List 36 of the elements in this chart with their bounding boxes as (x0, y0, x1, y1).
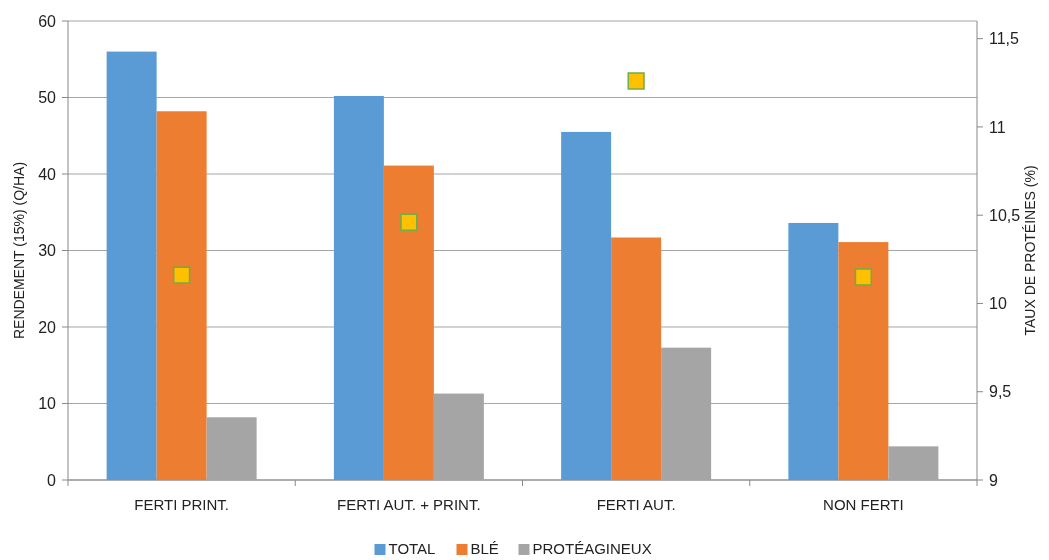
x-tick-label: NON FERTI (823, 496, 904, 513)
y-axis-title: RENDEMENT (15%) (Q/HA) (11, 161, 27, 340)
y2-tick-label: 9 (989, 471, 998, 489)
y2-tick-label: 11,5 (989, 30, 1020, 48)
y-tick-label: 60 (38, 12, 57, 30)
y-tick-label: 40 (38, 165, 57, 183)
x-tick-label: FERTI AUT. + PRINT. (337, 496, 481, 513)
x-tick-label: FERTI AUT. (596, 496, 676, 513)
point (854, 268, 873, 286)
bar (611, 237, 662, 480)
y2-tick-label: 9,5 (989, 383, 1012, 401)
bar (383, 165, 434, 480)
y-tick-label: 30 (38, 242, 57, 260)
bar (206, 417, 257, 480)
bar (106, 51, 157, 480)
legend-label: TOTAL (388, 540, 436, 557)
y-tick-label: 20 (38, 318, 57, 336)
point (627, 72, 645, 90)
point (400, 213, 418, 231)
bar (561, 131, 612, 480)
y-tick-label: 10 (38, 395, 57, 413)
bar (838, 242, 889, 480)
bar (888, 446, 939, 480)
point (172, 266, 191, 284)
y2-axis-title: TAUX DE PROTÉINES (%) (1022, 165, 1038, 336)
bar (788, 222, 839, 480)
y-tick-label: 50 (38, 89, 57, 107)
x-tick-label: FERTI PRINT. (134, 496, 229, 513)
bar (333, 95, 384, 480)
legend-label: PROTÉAGINEUX (532, 540, 652, 557)
y2-tick-label: 10,5 (989, 206, 1021, 224)
y-tick-label: 0 (47, 471, 57, 489)
y2-tick-label: 10 (989, 295, 1007, 313)
bar (156, 111, 207, 480)
y2-tick-label: 11 (989, 118, 1006, 136)
legend-label: BLÉ (470, 540, 499, 557)
